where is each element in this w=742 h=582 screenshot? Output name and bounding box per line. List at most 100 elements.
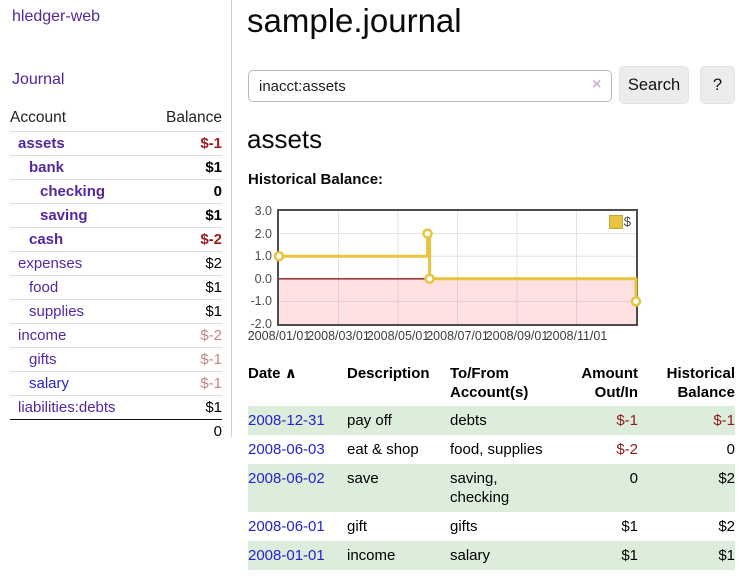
historical-header-line1: Historical xyxy=(666,365,735,382)
amount-header-line2: Out/In xyxy=(594,384,638,401)
search-button[interactable]: Search xyxy=(619,66,689,104)
transaction-row: 2008-06-01 gift gifts $1 $2 xyxy=(248,512,735,541)
transaction-accounts: saving, checking xyxy=(450,464,561,512)
amount-column-header: Amount Out/In xyxy=(561,362,638,406)
account-row-supplies: supplies $1 xyxy=(10,299,222,323)
x-axis-tick: 2008/07/01 xyxy=(426,329,489,343)
account-link[interactable]: bank xyxy=(29,159,65,176)
historical-balance-chart: 3.0 2.0 1.0 0.0 -1.0 -2.0 xyxy=(245,203,740,348)
transaction-amount: 0 xyxy=(561,464,638,512)
sidebar-divider xyxy=(231,0,232,437)
account-row-assets: assets $-1 xyxy=(10,131,222,155)
clear-search-icon[interactable]: × xyxy=(592,76,602,93)
transaction-date-link[interactable]: 2008-06-02 xyxy=(248,470,325,487)
account-link[interactable]: expenses xyxy=(18,255,83,272)
account-row-expenses: expenses $2 xyxy=(10,251,222,275)
transaction-balance: $2 xyxy=(638,464,735,512)
account-balance: $1 xyxy=(205,159,222,176)
transaction-row: 2008-06-03 eat & shop food, supplies $-2… xyxy=(248,435,735,464)
transaction-row: 2008-06-02 save saving, checking 0 $2 xyxy=(248,464,735,512)
transaction-description: pay off xyxy=(347,406,450,435)
account-link[interactable]: income xyxy=(18,327,67,344)
account-row-salary: salary $-1 xyxy=(10,371,222,395)
account-balance: $1 xyxy=(205,207,222,224)
account-balance: $-2 xyxy=(200,327,222,344)
amount-header-line1: Amount xyxy=(581,365,638,382)
historical-header-line2: Balance xyxy=(677,384,735,401)
account-balance: $-1 xyxy=(200,351,222,368)
account-row-liabilities-debts: liabilities:debts $1 xyxy=(10,395,222,419)
transaction-balance: $1 xyxy=(638,541,735,570)
transaction-date-link[interactable]: 2008-01-01 xyxy=(248,547,325,564)
legend-label: $ xyxy=(623,214,631,229)
y-axis-tick: -2.0 xyxy=(250,317,272,331)
tofrom-header-line2: Account(s) xyxy=(450,384,529,401)
account-link[interactable]: cash xyxy=(29,231,64,248)
account-link[interactable]: salary xyxy=(29,375,70,392)
accounts-table-header: Account Balance xyxy=(10,106,222,131)
y-axis-tick: 2.0 xyxy=(254,226,272,241)
help-button[interactable]: ? xyxy=(700,66,735,104)
transaction-date-link[interactable]: 2008-12-31 xyxy=(248,412,325,429)
transaction-row: 2008-12-31 pay off debts $-1 $-1 xyxy=(248,406,735,435)
account-link[interactable]: supplies xyxy=(29,303,85,320)
x-axis-tick: 2008/11/01 xyxy=(545,329,608,343)
register-header-row: Date ∧ Description To/From Account(s) Am… xyxy=(248,362,735,406)
transaction-balance: $2 xyxy=(718,518,735,535)
account-link[interactable]: assets xyxy=(18,135,65,152)
transaction-description: income xyxy=(347,541,450,570)
accounts-total-value: 0 xyxy=(213,423,222,440)
account-row-gifts: gifts $-1 xyxy=(10,347,222,371)
accounts-table: Account Balance assets $-1 bank $1 check… xyxy=(10,106,222,443)
balance-column-header: Balance xyxy=(165,109,222,126)
x-axis-tick: 2008/09/01 xyxy=(485,329,549,343)
chart-title: Historical Balance: xyxy=(248,171,384,188)
account-row-food: food $1 xyxy=(10,275,222,299)
chart-legend: $ xyxy=(608,214,631,229)
account-balance: $1 xyxy=(205,279,222,296)
transaction-row: 2008-01-01 income salary $1 $1 xyxy=(248,541,735,570)
account-balance: 0 xyxy=(213,183,222,200)
transaction-date-link[interactable]: 2008-06-03 xyxy=(248,441,325,458)
account-row-checking: checking 0 xyxy=(10,179,222,203)
date-header-label: Date xyxy=(248,365,281,382)
transaction-balance: $-1 xyxy=(638,406,735,435)
sort-ascending-icon: ∧ xyxy=(284,365,297,382)
account-link[interactable]: liabilities:debts xyxy=(18,399,116,416)
account-row-income: income $-2 xyxy=(10,323,222,347)
account-balance: $1 xyxy=(205,399,222,416)
y-axis-tick: 1.0 xyxy=(254,249,272,264)
x-axis-tick: 2008/03/01 xyxy=(307,329,370,343)
account-link[interactable]: saving xyxy=(40,207,88,224)
historical-column-header: Historical Balance xyxy=(638,362,735,406)
transaction-description: save xyxy=(347,464,450,512)
x-axis-tick: 2008/05/01 xyxy=(366,329,430,343)
tofrom-header-line1: To/From xyxy=(450,365,509,382)
transaction-description: eat & shop xyxy=(347,441,419,458)
transaction-accounts: salary xyxy=(450,541,561,570)
account-link[interactable]: gifts xyxy=(29,351,57,368)
transaction-balance: 0 xyxy=(726,441,735,458)
page-title: sample.journal xyxy=(247,2,462,39)
y-axis-tick: -1.0 xyxy=(250,294,272,309)
app-title-link[interactable]: hledger-web xyxy=(12,8,101,25)
y-axis-tick: 0.0 xyxy=(254,271,272,286)
account-link[interactable]: food xyxy=(29,279,59,296)
transaction-accounts: debts xyxy=(450,406,561,435)
transaction-amount: $1 xyxy=(621,518,638,535)
accounts-total-row: 0 xyxy=(10,419,222,443)
sidebar-item-journal[interactable]: Journal xyxy=(12,71,65,88)
y-axis-tick: 3.0 xyxy=(254,204,272,218)
description-column-header: Description xyxy=(347,365,430,382)
chart-plot-area: $ xyxy=(273,209,642,326)
search-input[interactable] xyxy=(248,70,612,102)
account-page-heading: assets xyxy=(247,124,323,154)
account-row-cash: cash $-2 xyxy=(10,227,222,251)
account-balance: $2 xyxy=(205,255,222,272)
account-row-saving: saving $1 xyxy=(10,203,222,227)
account-balance: $-2 xyxy=(200,231,222,248)
date-column-header[interactable]: Date ∧ xyxy=(248,362,347,406)
transaction-date-link[interactable]: 2008-06-01 xyxy=(248,518,325,535)
x-axis-tick: 2008/01/01 xyxy=(247,329,311,343)
account-link[interactable]: checking xyxy=(40,183,106,200)
